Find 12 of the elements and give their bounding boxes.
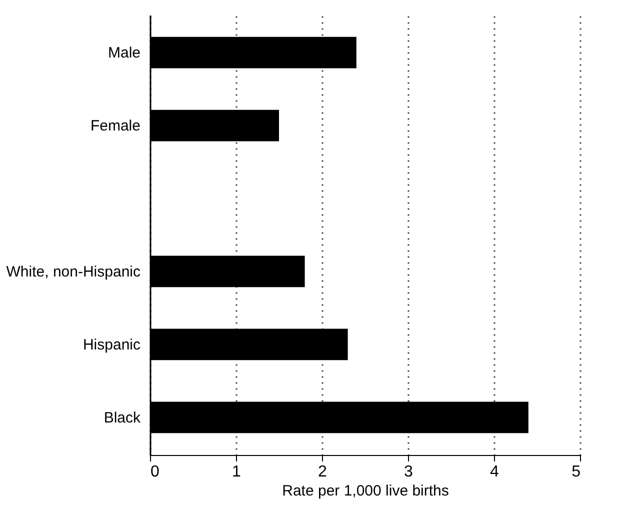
y-tick-label: Male [108,44,140,62]
x-tick-label: 3 [404,464,414,480]
x-tick-label: 1 [232,464,242,480]
x-tick-label: 0 [150,464,160,480]
x-tick-label: 5 [572,464,581,480]
x-axis-title: Rate per 1,000 live births [282,482,449,500]
y-tick-label: Black [104,409,141,426]
y-tick-label: White, non-Hispanic [6,263,141,280]
y-tick-label: Hispanic [82,336,141,354]
x-tick-label: 4 [490,464,500,480]
y-tick-label: Female [90,118,140,135]
x-tick-label: 2 [318,464,328,480]
